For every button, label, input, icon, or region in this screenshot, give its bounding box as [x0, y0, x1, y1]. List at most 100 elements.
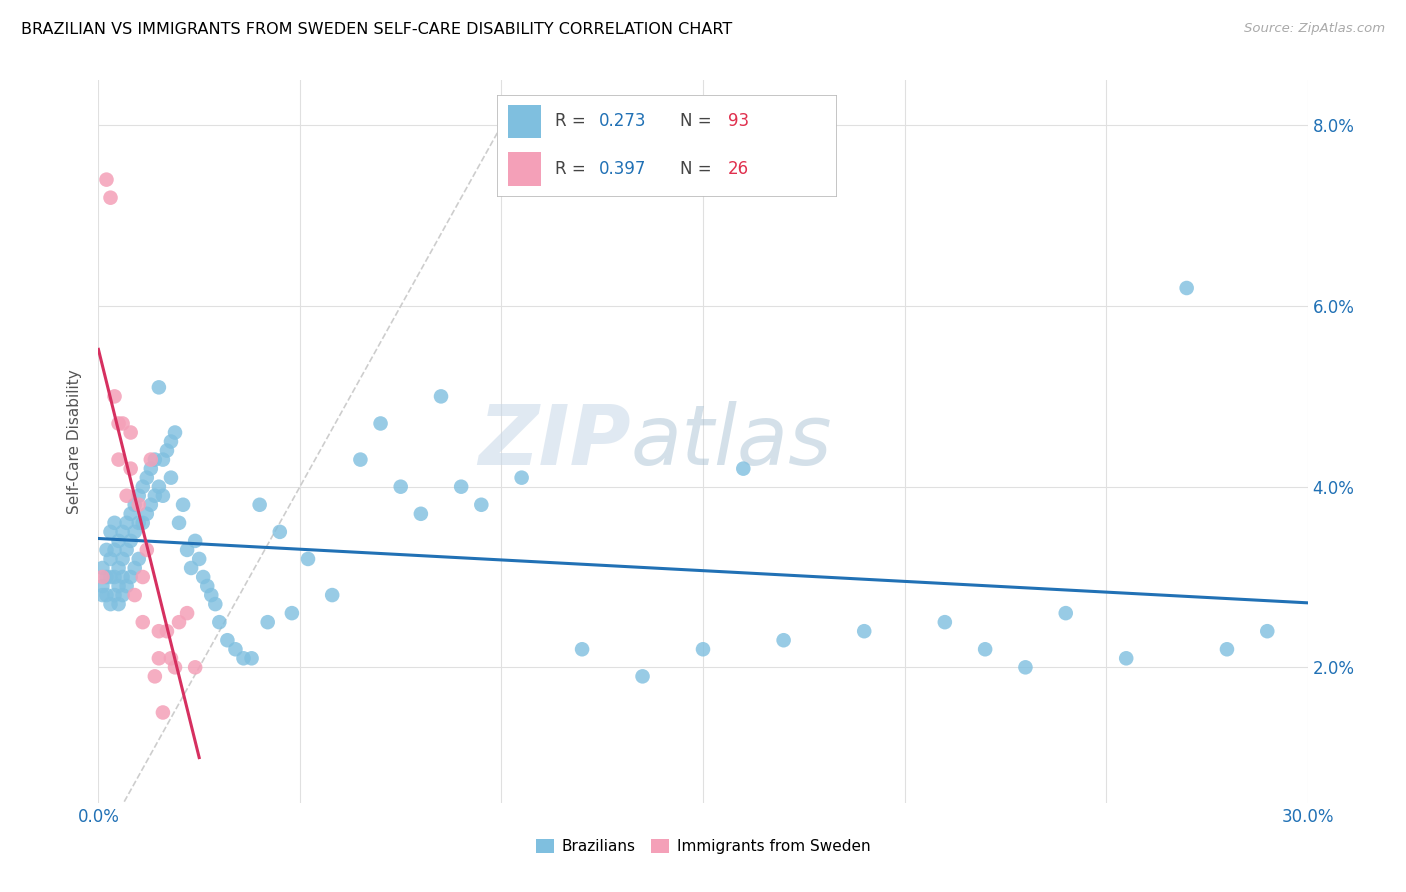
- Point: [103, 389, 125, 403]
- Point: [571, 642, 593, 657]
- Point: [152, 452, 174, 467]
- Point: [321, 588, 343, 602]
- Point: [91, 570, 114, 584]
- Point: [132, 480, 155, 494]
- Point: [96, 542, 118, 557]
- Point: [103, 542, 125, 557]
- Text: atlas: atlas: [630, 401, 832, 482]
- Point: [132, 570, 155, 584]
- Point: [152, 706, 174, 720]
- Point: [148, 624, 170, 639]
- Point: [107, 417, 129, 431]
- Point: [103, 570, 125, 584]
- Point: [163, 660, 186, 674]
- Point: [256, 615, 278, 630]
- Point: [853, 624, 876, 639]
- Point: [103, 588, 125, 602]
- Point: [184, 533, 207, 548]
- Point: [152, 489, 174, 503]
- Point: [132, 615, 155, 630]
- Point: [100, 191, 122, 205]
- Point: [510, 470, 533, 484]
- Text: ZIP: ZIP: [478, 401, 630, 482]
- Point: [297, 552, 319, 566]
- Point: [107, 597, 129, 611]
- Point: [172, 498, 194, 512]
- Point: [204, 597, 226, 611]
- Y-axis label: Self-Care Disability: Self-Care Disability: [67, 369, 83, 514]
- Point: [195, 579, 218, 593]
- Point: [135, 507, 157, 521]
- Point: [281, 606, 304, 620]
- Point: [232, 651, 254, 665]
- Point: [128, 552, 150, 566]
- Point: [156, 624, 179, 639]
- Point: [139, 498, 162, 512]
- Point: [120, 533, 142, 548]
- Point: [135, 470, 157, 484]
- Point: [1175, 281, 1198, 295]
- Point: [128, 489, 150, 503]
- Point: [631, 669, 654, 683]
- Point: [184, 660, 207, 674]
- Point: [115, 542, 138, 557]
- Point: [91, 588, 114, 602]
- Point: [124, 561, 146, 575]
- Point: [111, 417, 134, 431]
- Point: [148, 651, 170, 665]
- Point: [148, 380, 170, 394]
- Point: [96, 172, 118, 186]
- Point: [135, 542, 157, 557]
- Point: [96, 588, 118, 602]
- Point: [167, 615, 190, 630]
- Legend: Brazilians, Immigrants from Sweden: Brazilians, Immigrants from Sweden: [530, 833, 876, 860]
- Point: [128, 516, 150, 530]
- Point: [208, 615, 231, 630]
- Point: [128, 498, 150, 512]
- Point: [111, 588, 134, 602]
- Point: [163, 425, 186, 440]
- Point: [249, 498, 271, 512]
- Point: [111, 552, 134, 566]
- Point: [100, 552, 122, 566]
- Point: [240, 651, 263, 665]
- Point: [160, 470, 183, 484]
- Text: BRAZILIAN VS IMMIGRANTS FROM SWEDEN SELF-CARE DISABILITY CORRELATION CHART: BRAZILIAN VS IMMIGRANTS FROM SWEDEN SELF…: [21, 22, 733, 37]
- Point: [111, 570, 134, 584]
- Point: [160, 651, 183, 665]
- Point: [167, 516, 190, 530]
- Point: [148, 480, 170, 494]
- Point: [143, 452, 166, 467]
- Point: [143, 489, 166, 503]
- Point: [1014, 660, 1036, 674]
- Point: [188, 552, 211, 566]
- Point: [193, 570, 215, 584]
- Point: [139, 461, 162, 475]
- Point: [934, 615, 956, 630]
- Point: [180, 561, 202, 575]
- Point: [96, 570, 118, 584]
- Point: [124, 524, 146, 539]
- Point: [103, 516, 125, 530]
- Point: [409, 507, 432, 521]
- Point: [974, 642, 997, 657]
- Point: [160, 434, 183, 449]
- Point: [1054, 606, 1077, 620]
- Point: [139, 452, 162, 467]
- Point: [733, 461, 755, 475]
- Point: [91, 561, 114, 575]
- Point: [143, 669, 166, 683]
- Point: [176, 542, 198, 557]
- Point: [120, 507, 142, 521]
- Text: Source: ZipAtlas.com: Source: ZipAtlas.com: [1244, 22, 1385, 36]
- Point: [100, 570, 122, 584]
- Point: [389, 480, 412, 494]
- Point: [450, 480, 472, 494]
- Point: [124, 498, 146, 512]
- Point: [430, 389, 453, 403]
- Point: [224, 642, 246, 657]
- Point: [772, 633, 794, 648]
- Point: [120, 570, 142, 584]
- Point: [200, 588, 222, 602]
- Point: [115, 516, 138, 530]
